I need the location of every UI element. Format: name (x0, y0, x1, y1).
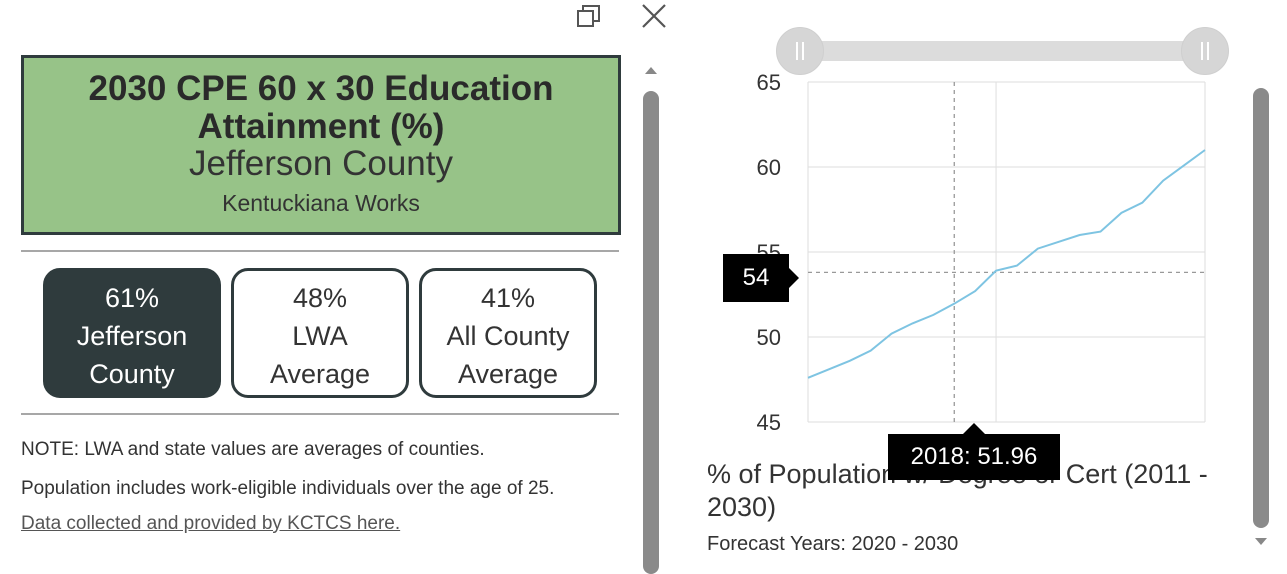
point-tooltip: 2018: 51.96 (888, 434, 1060, 480)
stat-button-all-county-average[interactable]: 41% All County Average (419, 268, 597, 398)
year-range-track[interactable] (805, 41, 1199, 61)
note-averages: NOTE: LWA and state values are averages … (21, 439, 485, 460)
stat-button-jefferson-county[interactable]: 61% Jefferson County (43, 268, 221, 398)
series-line[interactable] (807, 149, 1206, 379)
left-panel-scrollbar[interactable] (643, 60, 659, 574)
left-panel-scroll-thumb[interactable] (643, 91, 659, 574)
divider-bottom (21, 413, 619, 415)
county-name: Jefferson County (189, 144, 453, 183)
stat-value: 41% (480, 283, 536, 313)
stat-button-lwa-average[interactable]: 48% LWA Average (231, 268, 409, 398)
summary-header: 2030 CPE 60 x 30 Education Attainment (%… (21, 55, 621, 235)
stat-label: Jefferson (76, 321, 188, 351)
range-start-handle[interactable] (776, 27, 824, 75)
note-population: Population includes work-eligible indivi… (21, 478, 555, 499)
y-tick-label: 60 (757, 155, 781, 180)
scroll-up-arrow-icon[interactable] (644, 65, 658, 75)
point-tooltip-pointer-icon (962, 423, 986, 435)
divider-top (21, 250, 619, 252)
y-tick-label: 50 (757, 325, 781, 350)
range-end-handle[interactable] (1181, 27, 1229, 75)
stat-value: 61% (104, 283, 160, 313)
y-tick-label: 65 (757, 70, 781, 95)
organization-name: Kentuckiana Works (222, 190, 420, 216)
stat-value: 48% (292, 283, 348, 313)
stat-label: County (89, 359, 175, 389)
y-tick-label: 45 (757, 410, 781, 435)
y-crosshair-pointer-icon (789, 268, 799, 288)
stat-label: Average (457, 359, 559, 389)
chart-panel-scrollbar[interactable] (1253, 85, 1269, 555)
stat-label: LWA (292, 321, 348, 351)
scroll-down-arrow-icon[interactable] (1254, 537, 1268, 547)
stat-label: Average (269, 359, 371, 389)
chart-subtitle: Forecast Years: 2020 - 2030 (707, 533, 959, 555)
y-crosshair-label: 54 (723, 254, 789, 302)
stat-label: All County (446, 321, 570, 351)
restore-window-icon[interactable] (574, 2, 604, 30)
page-title: 2030 CPE 60 x 30 Education Attainment (%… (88, 69, 554, 146)
close-icon[interactable] (639, 2, 669, 30)
chart-panel-scroll-thumb[interactable] (1253, 88, 1269, 528)
data-source-link[interactable]: Data collected and provided by KCTCS her… (21, 513, 401, 534)
